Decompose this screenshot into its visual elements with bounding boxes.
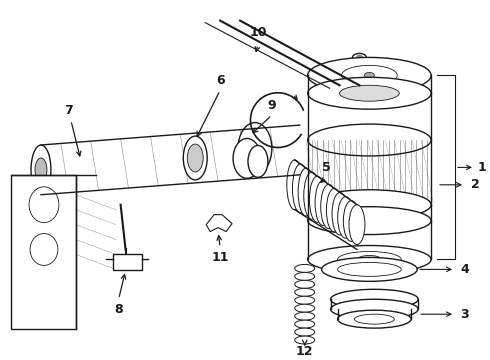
Text: 9: 9	[268, 99, 276, 112]
Ellipse shape	[331, 289, 418, 309]
Text: 2: 2	[470, 178, 479, 191]
Ellipse shape	[238, 122, 272, 174]
Ellipse shape	[365, 72, 374, 78]
Ellipse shape	[295, 280, 315, 288]
Bar	[11, 175, 76, 329]
Ellipse shape	[343, 201, 359, 241]
Text: 1: 1	[477, 161, 486, 174]
Ellipse shape	[338, 262, 401, 276]
Ellipse shape	[183, 136, 207, 180]
Ellipse shape	[340, 85, 399, 101]
Ellipse shape	[295, 304, 315, 312]
Ellipse shape	[309, 176, 325, 222]
Ellipse shape	[248, 145, 268, 177]
Ellipse shape	[304, 172, 319, 219]
Text: 8: 8	[114, 303, 123, 316]
Text: 11: 11	[211, 251, 229, 264]
Ellipse shape	[298, 168, 314, 216]
Bar	[113, 255, 143, 270]
Ellipse shape	[308, 207, 431, 235]
Ellipse shape	[321, 184, 337, 229]
Text: 12: 12	[296, 345, 314, 357]
Ellipse shape	[331, 299, 418, 319]
Ellipse shape	[342, 66, 397, 85]
Ellipse shape	[308, 246, 431, 273]
Ellipse shape	[332, 193, 348, 235]
Ellipse shape	[354, 314, 394, 324]
Text: 4: 4	[461, 263, 469, 276]
Ellipse shape	[31, 145, 51, 195]
Ellipse shape	[187, 144, 203, 172]
Ellipse shape	[295, 336, 315, 344]
Ellipse shape	[295, 265, 315, 273]
Ellipse shape	[308, 124, 431, 156]
Ellipse shape	[293, 164, 308, 213]
Ellipse shape	[321, 257, 417, 282]
Ellipse shape	[308, 190, 431, 220]
Ellipse shape	[295, 288, 315, 296]
Ellipse shape	[295, 320, 315, 328]
Text: 3: 3	[461, 308, 469, 321]
Ellipse shape	[326, 188, 343, 232]
Ellipse shape	[315, 180, 331, 225]
Ellipse shape	[356, 55, 363, 59]
Ellipse shape	[35, 158, 47, 182]
Text: 7: 7	[65, 104, 73, 117]
Ellipse shape	[295, 328, 315, 336]
Ellipse shape	[233, 139, 261, 178]
Text: 10: 10	[249, 26, 267, 39]
Ellipse shape	[308, 77, 431, 109]
Ellipse shape	[338, 252, 401, 267]
Ellipse shape	[287, 160, 303, 210]
Ellipse shape	[30, 234, 58, 265]
Text: 6: 6	[216, 74, 224, 87]
Ellipse shape	[358, 256, 381, 264]
Ellipse shape	[338, 310, 411, 328]
Ellipse shape	[338, 197, 354, 238]
Ellipse shape	[29, 187, 59, 222]
Ellipse shape	[295, 296, 315, 304]
Ellipse shape	[295, 312, 315, 320]
Ellipse shape	[352, 53, 367, 62]
Polygon shape	[206, 215, 232, 231]
Ellipse shape	[295, 273, 315, 280]
Text: 5: 5	[322, 161, 331, 174]
Ellipse shape	[349, 205, 365, 244]
Ellipse shape	[308, 58, 431, 93]
